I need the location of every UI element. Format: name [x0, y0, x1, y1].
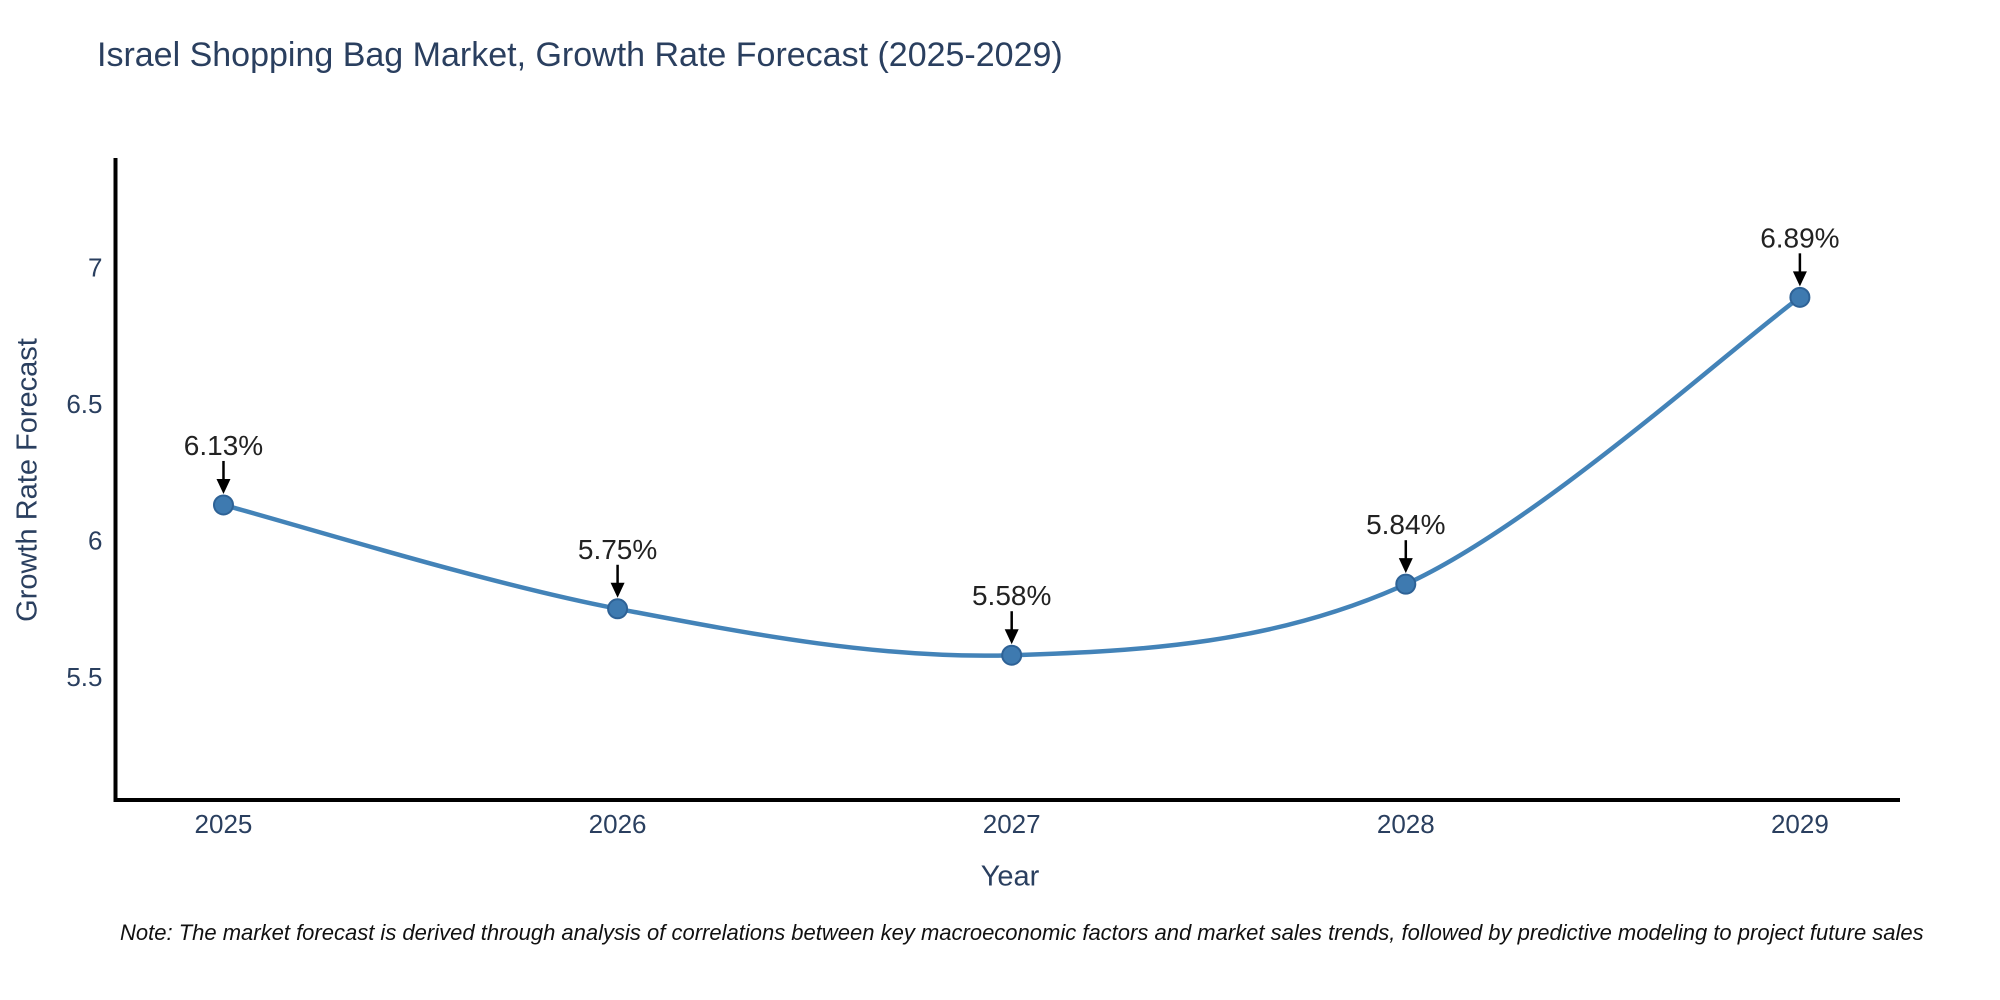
- footnote: Note: The market forecast is derived thr…: [120, 920, 1924, 945]
- y-tick-label: 7: [88, 252, 102, 282]
- annotation-arrow-head: [216, 478, 231, 494]
- annotation-label: 6.13%: [184, 430, 263, 461]
- data-point-marker: [212, 494, 234, 516]
- annotation-arrow-head: [1792, 271, 1807, 287]
- data-point-marker: [1789, 286, 1811, 308]
- annotation-label: 5.84%: [1366, 509, 1445, 540]
- y-tick-label: 6: [88, 525, 102, 555]
- annotation-arrow-head: [1398, 558, 1413, 574]
- x-tick-label: 2026: [589, 809, 647, 839]
- data-point-marker: [607, 598, 629, 620]
- annotation-label: 5.58%: [972, 580, 1051, 611]
- annotation-label: 6.89%: [1760, 222, 1839, 253]
- x-tick-label: 2028: [1377, 809, 1435, 839]
- x-tick-label: 2025: [195, 809, 253, 839]
- x-tick-label: 2029: [1771, 809, 1829, 839]
- x-axis-title: Year: [980, 860, 1040, 893]
- chart-title: Israel Shopping Bag Market, Growth Rate …: [97, 36, 1063, 74]
- annotation-label: 5.75%: [578, 534, 657, 565]
- data-point-marker: [1395, 573, 1417, 595]
- annotation-arrow-head: [610, 582, 625, 598]
- data-point-marker: [1001, 644, 1023, 666]
- annotation-arrow-head: [1004, 629, 1019, 645]
- y-tick-label: 5.5: [66, 662, 102, 692]
- x-tick-label: 2027: [983, 809, 1041, 839]
- y-tick-label: 6.5: [66, 389, 102, 419]
